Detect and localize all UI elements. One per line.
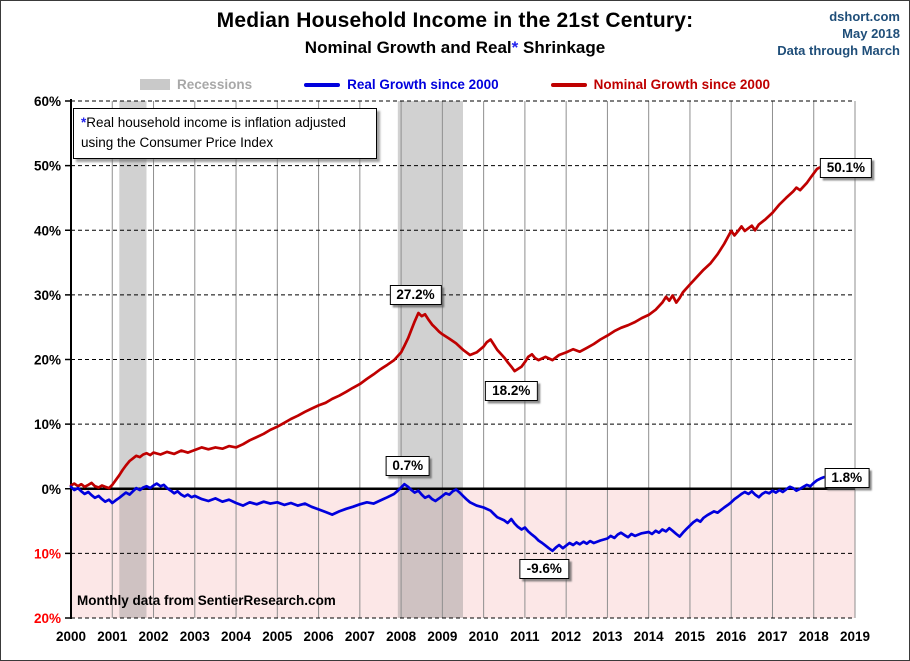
asterisk-mark: *: [81, 115, 87, 130]
callout-label: 0.7%: [385, 456, 431, 477]
callout-label: 50.1%: [819, 158, 873, 179]
real-line-swatch: [304, 82, 341, 87]
y-tick-label: 40%: [34, 223, 61, 238]
callout-label: 27.2%: [389, 284, 442, 305]
y-tick-label: 30%: [34, 288, 61, 303]
x-tick-label: 2012: [551, 629, 581, 644]
x-tick-label: 2008: [386, 629, 417, 644]
legend-real-label: Real Growth since 2000: [347, 77, 499, 92]
callout-label: 18.2%: [485, 380, 538, 401]
source-site: dshort.com: [829, 9, 900, 24]
x-tick-label: 2000: [56, 629, 86, 644]
y-tick-label: 60%: [34, 94, 61, 109]
subtitle-text-tail: Shrinkage: [518, 38, 606, 57]
x-tick-label: 2017: [757, 629, 787, 644]
legend-item-real: Real Growth since 2000: [304, 77, 499, 92]
asterisk-mark: *: [511, 38, 519, 57]
nominal-line-swatch: [550, 82, 587, 87]
data-source-note: Monthly data from SentierResearch.com: [77, 593, 336, 608]
source-coverage: Data through March: [777, 43, 900, 58]
inflation-note-box: *Real household income is inflation adju…: [73, 108, 377, 159]
callout-label: 1.8%: [824, 467, 870, 488]
inflation-note-line1: *Real household income is inflation adju…: [81, 115, 346, 130]
legend-item-nominal: Nominal Growth since 2000: [550, 77, 770, 92]
callout-label: -9.6%: [519, 558, 569, 579]
x-tick-label: 2003: [180, 629, 211, 644]
source-date: May 2018: [842, 26, 900, 41]
chart-subtitle: Nominal Growth and Real* Shrinkage: [1, 38, 909, 58]
x-tick-label: 2018: [799, 629, 830, 644]
x-tick-label: 2009: [427, 629, 457, 644]
recession-swatch: [140, 79, 171, 90]
series-line-real: [69, 475, 826, 553]
x-tick-label: 2004: [221, 629, 252, 644]
x-tick-label: 2016: [716, 629, 747, 644]
x-tick-label: 2019: [840, 629, 870, 644]
x-tick-label: 2002: [139, 629, 169, 644]
x-tick-label: 2011: [510, 629, 540, 644]
chart-title: Median Household Income in the 21st Cent…: [216, 9, 694, 32]
y-tick-label: 10%: [34, 417, 61, 432]
legend-nominal-label: Nominal Growth since 2000: [593, 77, 770, 92]
y-tick-label: 0%: [41, 482, 61, 497]
x-tick-label: 2005: [262, 629, 293, 644]
x-tick-label: 2010: [469, 629, 499, 644]
subtitle-text: Nominal Growth and Real: [304, 38, 512, 57]
x-tick-label: 2006: [304, 629, 335, 644]
legend-item-recessions: Recessions: [140, 77, 252, 92]
y-tick-label: 20%: [34, 611, 61, 626]
x-tick-label: 2001: [97, 629, 128, 644]
y-tick-label: 50%: [34, 159, 61, 174]
chart-legend: Recessions Real Growth since 2000 Nomina…: [1, 77, 909, 92]
x-tick-label: 2013: [592, 629, 623, 644]
x-tick-label: 2007: [345, 629, 375, 644]
series-line-nominal: [69, 163, 826, 490]
source-block: dshort.com May 2018 Data through March: [777, 8, 900, 59]
x-tick-label: 2015: [675, 629, 706, 644]
y-tick-label: 10%: [34, 546, 61, 561]
inflation-note-line2: using the Consumer Price Index: [81, 135, 274, 150]
legend-recessions-label: Recessions: [177, 77, 253, 92]
y-tick-label: 20%: [34, 353, 61, 368]
x-tick-label: 2014: [634, 629, 665, 644]
